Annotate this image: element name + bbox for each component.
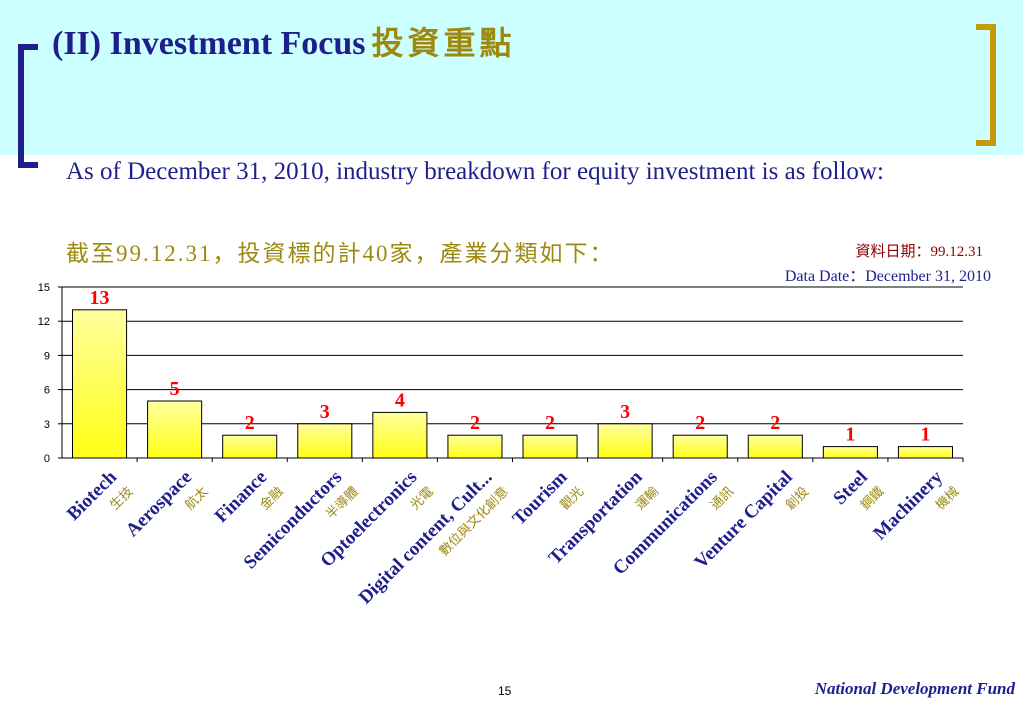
bar	[822, 446, 878, 459]
bar-value-label: 4	[395, 389, 405, 411]
data-date-en: Data Date：December 31, 2010	[784, 268, 991, 285]
bar-value-label: 1	[845, 424, 855, 446]
y-tick-label: 9	[44, 350, 50, 362]
bar-value-label: 2	[770, 412, 780, 434]
bar	[297, 423, 353, 459]
left-bracket-decoration	[18, 44, 38, 168]
page-number: 15	[498, 684, 512, 698]
y-tick-label: 3	[44, 419, 50, 431]
y-tick-label: 12	[38, 316, 50, 328]
bar-value-label: 2	[470, 412, 480, 434]
bar-value-label: 3	[320, 401, 330, 423]
y-tick-label: 15	[38, 282, 50, 294]
bar-value-label: 2	[695, 412, 705, 434]
y-tick-label: 0	[44, 453, 50, 465]
industry-bar-chart: 13 5 2 3 4 2 2 3 2 2 1 1 0 3 6 9 12 15 Biotech生技Aerospac…	[38, 282, 964, 608]
data-labels: 13 5 2 3 4 2 2 3 2 2 1 1	[90, 287, 931, 446]
bar	[147, 400, 203, 459]
y-tick-label: 6	[44, 385, 50, 397]
bar-value-label: 13	[90, 287, 110, 309]
bar	[72, 309, 128, 459]
bar-value-label: 5	[170, 378, 180, 400]
category-label: Biotech	[63, 466, 121, 524]
bar-value-label: 1	[920, 424, 930, 446]
data-date-zh: 資料日期：99.12.31	[855, 244, 983, 260]
bar	[447, 434, 503, 459]
title-band	[0, 0, 1023, 155]
slide-title: (II) Investment Focus 投資重點	[52, 18, 516, 64]
subtitle-zh: 截至99.12.31，投資標的計40家，產業分類如下：	[66, 241, 615, 266]
bar-value-label: 2	[545, 412, 555, 434]
subtitle-en: As of December 31, 2010, industry breakd…	[66, 158, 884, 185]
bar	[747, 434, 803, 459]
bar	[897, 446, 953, 459]
slide-title-en: (II) Investment Focus	[52, 25, 366, 62]
grid-lines	[62, 286, 963, 425]
bar	[522, 434, 578, 459]
bar	[672, 434, 728, 459]
brand-footer: National Development Fund	[814, 679, 1015, 698]
bars	[72, 309, 953, 459]
bar-value-label: 2	[245, 412, 255, 434]
bar	[372, 411, 428, 459]
slide-title-zh: 投資重點	[371, 25, 516, 61]
bar-value-label: 3	[620, 401, 630, 423]
bar	[222, 434, 278, 459]
right-bracket-decoration	[976, 24, 996, 146]
bar	[597, 423, 653, 459]
